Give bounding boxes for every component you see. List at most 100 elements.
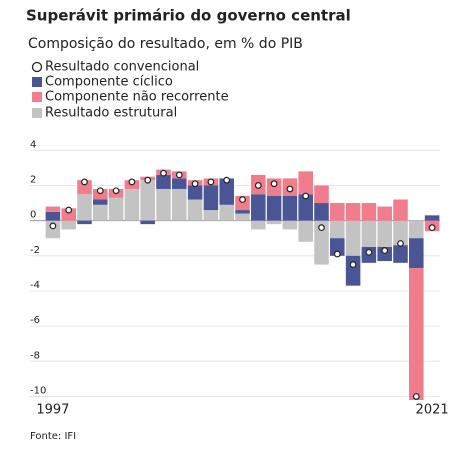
bar-segment [266, 196, 282, 221]
bar-segment [330, 238, 345, 256]
bar-segment [156, 174, 171, 189]
conventional-marker [207, 178, 215, 186]
conventional-marker [381, 247, 389, 254]
bar-segment [45, 206, 61, 212]
conventional-marker [223, 176, 231, 184]
bar-segment [409, 268, 424, 400]
bar-segment [377, 206, 392, 221]
y-tick-label: 0 [30, 210, 36, 221]
conventional-marker [349, 261, 357, 268]
bar-segment [124, 188, 140, 221]
conventional-marker [128, 178, 136, 186]
conventional-marker [112, 187, 120, 195]
x-tick-label: 1997 [36, 403, 69, 418]
y-tick-label: -10 [30, 385, 46, 396]
bar-segment [282, 220, 298, 230]
bar-segment [345, 203, 361, 221]
bar-segment [140, 220, 155, 225]
bar-segment [108, 197, 124, 221]
bar-segment [409, 238, 424, 269]
conventional-marker [428, 224, 436, 232]
y-tick-label: 2 [30, 174, 36, 185]
bar-segment [251, 194, 266, 221]
bar-segment [393, 245, 408, 263]
legend-swatch [32, 92, 42, 102]
bar-segment [61, 208, 76, 221]
bar-segment [77, 194, 92, 221]
bar-segment [187, 185, 203, 200]
bar-segment [361, 203, 377, 221]
bar-segment [377, 220, 392, 247]
bar-segment [361, 220, 377, 247]
bar-segment [330, 220, 345, 239]
legend-marker [31, 61, 43, 73]
bar-segment [393, 220, 408, 246]
bar-segment [409, 220, 424, 239]
bar-segment [203, 185, 219, 211]
conventional-marker [397, 240, 404, 247]
conventional-marker [144, 176, 152, 184]
bar-segment [377, 247, 392, 262]
bar-segment [219, 204, 234, 221]
bar-segment [251, 220, 266, 230]
legend-label: Componente não recorrente [45, 90, 229, 105]
bar-segment [61, 220, 76, 230]
conventional-marker [270, 180, 278, 188]
bar-segment [77, 180, 92, 195]
bar-segment [45, 211, 61, 221]
conventional-marker [239, 196, 246, 203]
conventional-marker [96, 187, 104, 195]
bar-segment [345, 220, 361, 256]
bar-segment [298, 220, 313, 242]
y-tick-label: -6 [30, 315, 40, 326]
y-tick-label: -4 [30, 280, 40, 291]
legend-swatch [32, 77, 42, 87]
x-tick-label: 2021 [416, 403, 449, 418]
bar-segment [156, 188, 171, 221]
bar-segment [93, 199, 108, 205]
bar-segment [172, 178, 187, 189]
conventional-marker [175, 171, 183, 179]
bar-segment [235, 210, 250, 214]
conventional-marker [318, 224, 325, 232]
chart-subtitle: Composição do resultado, em % do PIB [28, 36, 303, 52]
bar-segment [187, 199, 203, 221]
conventional-marker [65, 206, 73, 214]
conventional-marker [49, 222, 57, 230]
bar-segment [266, 178, 282, 196]
bar-segment [203, 210, 219, 221]
conventional-marker [81, 178, 88, 186]
bar-segment [282, 196, 298, 221]
y-tick-label: 4 [30, 139, 36, 150]
bar-segment [393, 199, 408, 221]
bar-segment [298, 194, 313, 221]
legend-swatch [32, 108, 42, 118]
bar-segment [424, 215, 440, 221]
bar-segment [219, 178, 234, 205]
bar-segment [266, 220, 282, 225]
bar-segment [314, 185, 329, 204]
y-tick-label: -8 [30, 350, 40, 361]
bar-segment [45, 220, 61, 239]
conventional-marker [160, 169, 167, 177]
conventional-marker [365, 248, 373, 256]
bar-segment [93, 188, 108, 200]
conventional-marker [254, 182, 262, 189]
legend-label: Resultado convencional [45, 60, 199, 75]
conventional-marker [333, 250, 341, 258]
legend-label: Componente cíclico [45, 75, 173, 90]
conventional-marker [191, 180, 199, 188]
bar-segment [93, 204, 108, 221]
bar-segment [77, 220, 92, 225]
chart-title: Superávit primário do governo central [26, 7, 351, 25]
bar-segment [298, 171, 313, 195]
conventional-marker [412, 393, 420, 400]
bar-segment [345, 255, 361, 286]
source: Fonte: IFI [30, 431, 76, 442]
bar-segment [172, 188, 187, 221]
bar-segment [235, 196, 250, 211]
y-tick-label: -2 [30, 245, 40, 256]
bar-segment [330, 203, 345, 221]
legend-label: Resultado estrutural [45, 106, 177, 121]
